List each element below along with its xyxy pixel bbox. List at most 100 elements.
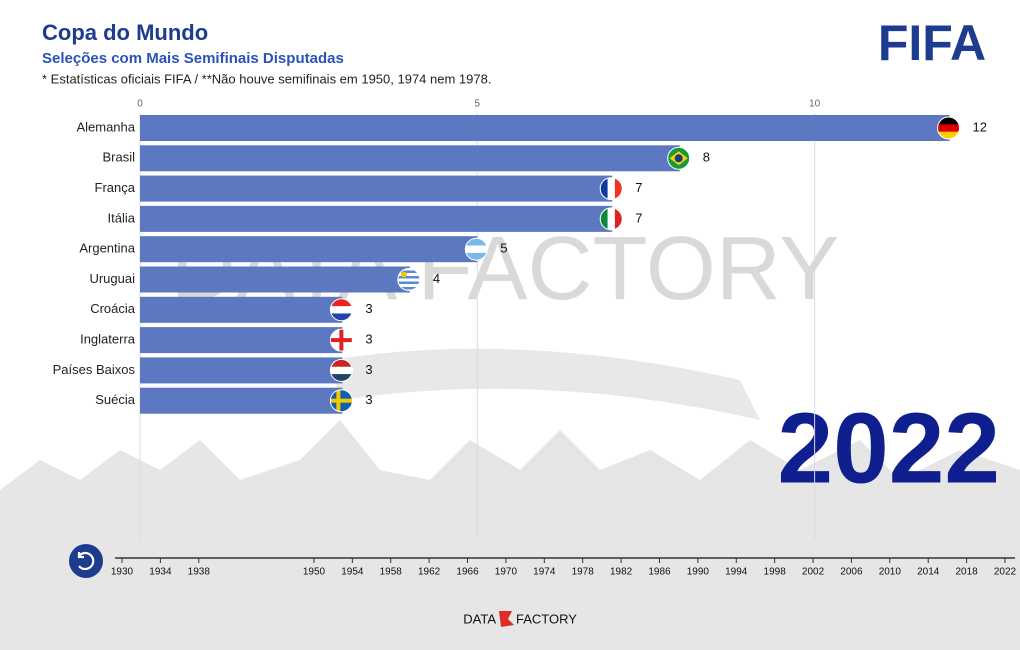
y-tick-label: Brasil — [102, 150, 135, 165]
x-tick-label: 0 — [137, 99, 143, 110]
flag-stripe — [397, 287, 420, 290]
flag-stripe — [607, 207, 616, 230]
flag-stripe — [937, 124, 960, 133]
y-tick-label: Croácia — [90, 301, 136, 316]
flag — [599, 177, 623, 201]
flag-body — [330, 298, 353, 321]
value-label: 3 — [365, 301, 372, 316]
flag-body — [330, 329, 353, 352]
y-tick-label: França — [95, 180, 136, 195]
replay-button[interactable] — [69, 544, 103, 578]
timeline-label: 1958 — [380, 567, 403, 578]
timeline-label: 1986 — [648, 567, 671, 578]
flag-stripe — [330, 298, 353, 307]
timeline-label: 1978 — [572, 567, 595, 578]
flag-body — [330, 389, 353, 412]
value-label: 5 — [500, 241, 507, 256]
timeline-label: 1970 — [495, 567, 518, 578]
flag-body — [937, 117, 960, 139]
value-label: 7 — [635, 180, 642, 195]
timeline-label: 2002 — [802, 567, 825, 578]
flag-stripe — [465, 245, 488, 254]
flag-ring — [329, 328, 353, 352]
value-label: 3 — [365, 362, 372, 377]
flag-body — [397, 268, 420, 291]
y-tick-label: Suécia — [95, 392, 136, 407]
bar — [140, 296, 343, 323]
chart-subtitle: Seleções com Mais Semifinais Disputadas — [42, 50, 344, 67]
bar — [140, 205, 613, 232]
y-tick-label: Inglaterra — [80, 332, 136, 347]
flag-ring — [937, 116, 961, 140]
timeline-label: 1962 — [418, 567, 441, 578]
flag-stripe — [600, 177, 609, 200]
flag-ring — [397, 268, 421, 291]
flag-ring — [464, 237, 488, 261]
year-label: 2022 — [778, 392, 1000, 504]
y-tick-label: Uruguai — [89, 271, 135, 286]
logo: FIFA — [878, 15, 986, 71]
timeline-label: 1938 — [188, 567, 211, 578]
flag-body — [465, 238, 488, 261]
flag — [329, 298, 353, 322]
flag-stripe — [937, 131, 960, 139]
flag-ring — [667, 146, 691, 170]
x-tick-label: 5 — [475, 99, 481, 110]
flag-stripe — [465, 238, 488, 247]
flag — [329, 358, 353, 382]
flag-ring — [599, 207, 623, 231]
flag-stripe — [397, 270, 420, 273]
bar — [140, 145, 680, 172]
flag-body — [600, 207, 623, 230]
flag-ring — [329, 358, 353, 382]
flag-stripe — [330, 306, 353, 314]
chart-note: * Estatísticas oficiais FIFA / **Não hou… — [42, 71, 491, 86]
flag-body — [600, 177, 623, 200]
bar — [140, 327, 343, 354]
timeline-label: 2014 — [917, 567, 940, 578]
flag-cross — [330, 398, 353, 403]
footer-brand: DATA — [463, 611, 496, 626]
footer-logo — [499, 611, 514, 627]
timeline-label: 2006 — [840, 567, 863, 578]
flag-stripe — [614, 177, 623, 200]
flag-body — [330, 359, 353, 382]
timeline-label: 1950 — [303, 567, 326, 578]
value-label: 12 — [973, 119, 987, 134]
timeline-label: 2022 — [994, 567, 1017, 578]
timeline-label: 1966 — [456, 567, 479, 578]
bar — [140, 387, 343, 414]
flag — [599, 207, 623, 231]
timeline-label: 1934 — [149, 567, 172, 578]
bar — [140, 175, 613, 202]
bar — [140, 357, 343, 384]
flag-sun — [400, 271, 407, 278]
value-label: 3 — [365, 332, 372, 347]
flag — [329, 328, 353, 352]
crowd-silhouette — [0, 348, 1020, 650]
flag — [329, 389, 353, 413]
value-label: 3 — [365, 392, 372, 407]
bar — [140, 115, 950, 141]
timeline-label: 1990 — [687, 567, 710, 578]
value-label: 8 — [703, 150, 710, 165]
x-tick-label: 10 — [809, 99, 821, 110]
flag-stripe — [600, 207, 609, 230]
flag — [397, 268, 421, 291]
value-label: 4 — [433, 271, 440, 286]
flag-stripe — [465, 252, 488, 261]
flag-stripe — [397, 276, 420, 279]
timeline-label: 1998 — [764, 567, 787, 578]
y-tick-label: Alemanha — [76, 119, 135, 134]
flag — [937, 116, 961, 140]
timeline-label: 1974 — [533, 567, 556, 578]
flag — [464, 237, 488, 261]
flag-stripe — [397, 281, 420, 284]
timeline-label: 2010 — [879, 567, 902, 578]
y-tick-label: Países Baixos — [53, 362, 136, 377]
flag-ring — [599, 177, 623, 201]
footer-brand: FACTORY — [516, 611, 577, 626]
flag-globe — [674, 154, 683, 163]
timeline-label: 1954 — [341, 567, 364, 578]
